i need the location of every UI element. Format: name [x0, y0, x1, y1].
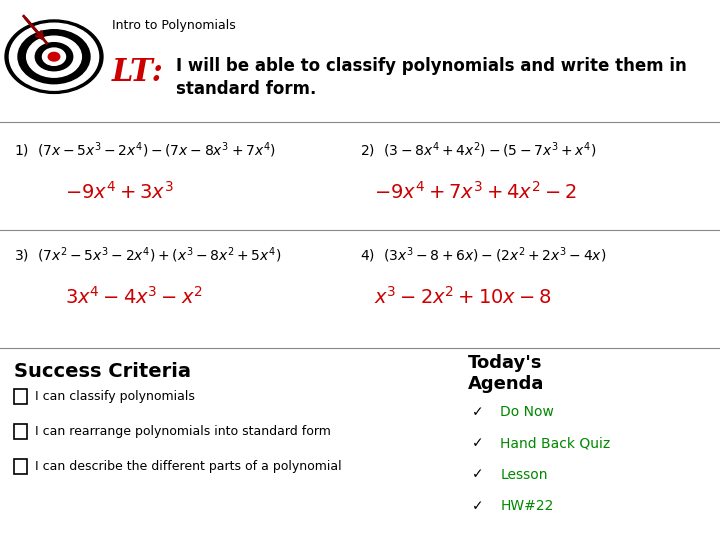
Text: Today's
Agenda: Today's Agenda — [468, 354, 544, 393]
Text: $-9x^4 + 7x^3 + 4x^2 - 2$: $-9x^4 + 7x^3 + 4x^2 - 2$ — [374, 181, 577, 203]
FancyBboxPatch shape — [14, 459, 27, 474]
Text: $x^3 - 2x^2 + 10x - 8$: $x^3 - 2x^2 + 10x - 8$ — [374, 286, 552, 308]
Text: Lesson: Lesson — [500, 468, 548, 482]
Text: I can describe the different parts of a polynomial: I can describe the different parts of a … — [35, 460, 341, 473]
Text: Hand Back Quiz: Hand Back Quiz — [500, 436, 611, 450]
Circle shape — [27, 36, 81, 77]
Text: 3)  $(7x^2 - 5x^3 - 2x^4) + (x^3 - 8x^2 + 5x^4)$: 3) $(7x^2 - 5x^3 - 2x^4) + (x^3 - 8x^2 +… — [14, 246, 282, 265]
Text: 1)  $(7x - 5x^3 - 2x^4) - (7x - 8x^3 + 7x^4)$: 1) $(7x - 5x^3 - 2x^4) - (7x - 8x^3 + 7x… — [14, 140, 276, 160]
Circle shape — [48, 52, 60, 61]
Text: I can classify polynomials: I can classify polynomials — [35, 390, 194, 403]
Text: ✓: ✓ — [472, 499, 483, 513]
FancyBboxPatch shape — [14, 424, 27, 439]
Text: LT:: LT: — [112, 57, 163, 87]
Text: Do Now: Do Now — [500, 405, 554, 419]
Circle shape — [5, 20, 103, 93]
Text: ✓: ✓ — [472, 405, 483, 419]
Text: $3x^4 - 4x^3 - x^2$: $3x^4 - 4x^3 - x^2$ — [65, 286, 202, 308]
Text: I will be able to classify polynomials and write them in
standard form.: I will be able to classify polynomials a… — [176, 57, 687, 98]
Text: HW#22: HW#22 — [500, 499, 554, 513]
Circle shape — [42, 48, 66, 65]
Text: Intro to Polynomials: Intro to Polynomials — [112, 19, 235, 32]
Text: 2)  $(3 - 8x^4 + 4x^2) - (5 - 7x^3 + x^4)$: 2) $(3 - 8x^4 + 4x^2) - (5 - 7x^3 + x^4)… — [360, 140, 597, 160]
Circle shape — [9, 23, 99, 90]
Text: ✓: ✓ — [472, 436, 483, 450]
Text: I can rearrange polynomials into standard form: I can rearrange polynomials into standar… — [35, 425, 330, 438]
Circle shape — [18, 30, 90, 84]
FancyBboxPatch shape — [14, 389, 27, 404]
Circle shape — [35, 43, 73, 71]
Text: 4)  $(3x^3 - 8 + 6x) - (2x^2 + 2x^3 - 4x)$: 4) $(3x^3 - 8 + 6x) - (2x^2 + 2x^3 - 4x)… — [360, 246, 606, 265]
Text: ✓: ✓ — [472, 468, 483, 482]
Text: Success Criteria: Success Criteria — [14, 362, 192, 381]
Text: $-9x^4 + 3x^3$: $-9x^4 + 3x^3$ — [65, 181, 174, 203]
